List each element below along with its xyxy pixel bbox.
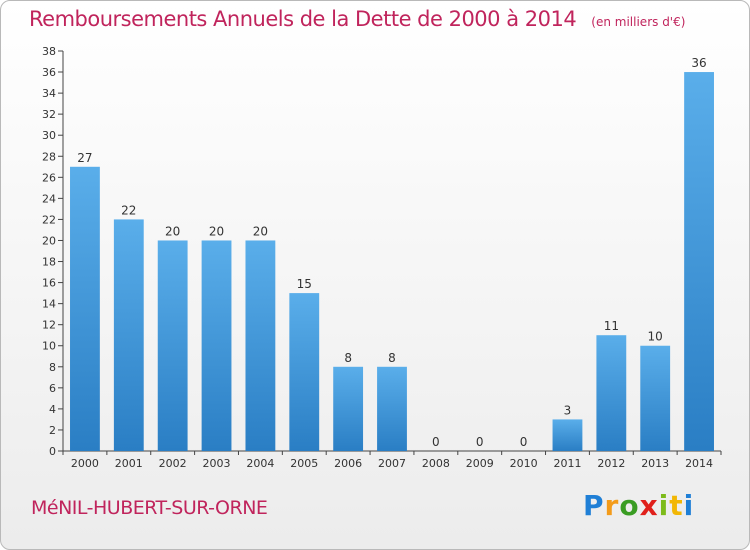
logo-letter: P xyxy=(583,489,605,522)
y-tick-label: 2 xyxy=(49,424,56,437)
x-tick-label: 2014 xyxy=(685,457,713,470)
y-tick-label: 4 xyxy=(49,403,56,416)
commune-name: MéNIL-HUBERT-SUR-ORNE xyxy=(31,497,268,519)
data-label: 0 xyxy=(520,435,528,449)
bar xyxy=(245,240,276,451)
logo-letter: x xyxy=(639,489,659,522)
bar xyxy=(377,366,407,451)
y-tick-label: 6 xyxy=(49,382,56,395)
x-tick-label: 2009 xyxy=(466,457,494,470)
logo-letter: t xyxy=(669,489,684,522)
y-tick-label: 8 xyxy=(49,361,56,374)
data-label: 27 xyxy=(77,151,92,165)
bar xyxy=(333,366,364,451)
bar xyxy=(596,335,627,451)
data-label: 3 xyxy=(564,403,572,417)
y-tick-label: 26 xyxy=(42,171,56,184)
logo-letter: r xyxy=(604,489,620,522)
y-tick-label: 22 xyxy=(42,213,56,226)
y-tick-label: 24 xyxy=(42,192,56,205)
data-label: 20 xyxy=(165,224,180,238)
proxiti-logo: Proxiti xyxy=(583,489,694,522)
logo-letter: i xyxy=(658,489,670,522)
bar xyxy=(157,240,188,451)
y-tick-label: 30 xyxy=(42,129,56,142)
data-label: 11 xyxy=(604,319,619,333)
chart-labels: 27 22 20 20 20 15 8 8 0 0 0 3 11 10 36 xyxy=(77,56,706,449)
y-tick-label: 0 xyxy=(49,445,56,458)
chart-subtitle: (en milliers d'€) xyxy=(591,15,686,29)
logo-letter: i xyxy=(683,489,695,522)
x-tick-label: 2000 xyxy=(71,457,99,470)
data-label: 10 xyxy=(648,330,663,344)
data-label: 20 xyxy=(209,224,224,238)
bar xyxy=(113,219,144,451)
chart-title-row: Remboursements Annuels de la Dette de 20… xyxy=(29,7,685,31)
bar xyxy=(70,166,100,451)
y-tick-label: 28 xyxy=(42,150,56,163)
data-label: 0 xyxy=(476,435,484,449)
bar xyxy=(552,419,583,451)
x-tick-label: 2008 xyxy=(422,457,450,470)
bar xyxy=(684,72,714,451)
x-tick-label: 2010 xyxy=(510,457,538,470)
x-tick-label: 2007 xyxy=(378,457,406,470)
y-tick-label: 38 xyxy=(42,45,56,58)
bar xyxy=(640,345,671,451)
x-tick-label: 2001 xyxy=(115,457,143,470)
y-tick-label: 34 xyxy=(42,87,56,100)
y-tick-label: 10 xyxy=(42,340,56,353)
chart-bars xyxy=(70,72,714,451)
x-tick-label: 2005 xyxy=(290,457,318,470)
data-label: 0 xyxy=(432,435,440,449)
data-label: 20 xyxy=(253,224,268,238)
data-label: 36 xyxy=(691,56,706,70)
chart-title: Remboursements Annuels de la Dette de 20… xyxy=(29,7,577,31)
y-tick-label: 16 xyxy=(42,277,56,290)
y-tick-label: 32 xyxy=(42,108,56,121)
data-label: 22 xyxy=(121,203,136,217)
y-tick-label: 12 xyxy=(42,319,56,332)
y-tick-label: 14 xyxy=(42,298,56,311)
y-tick-label: 18 xyxy=(42,256,56,269)
bar xyxy=(289,293,320,451)
x-tick-label: 2002 xyxy=(159,457,187,470)
data-label: 8 xyxy=(388,351,396,365)
logo-letter: o xyxy=(619,489,640,522)
x-tick-label: 2012 xyxy=(597,457,625,470)
x-tick-label: 2003 xyxy=(203,457,231,470)
data-label: 15 xyxy=(297,277,312,291)
bar xyxy=(201,240,232,451)
y-tick-label: 20 xyxy=(42,234,56,247)
x-tick-label: 2011 xyxy=(553,457,581,470)
x-tick-label: 2006 xyxy=(334,457,362,470)
y-tick-label: 36 xyxy=(42,66,56,79)
data-label: 8 xyxy=(344,351,352,365)
x-tick-label: 2004 xyxy=(246,457,274,470)
x-tick-label: 2013 xyxy=(641,457,669,470)
